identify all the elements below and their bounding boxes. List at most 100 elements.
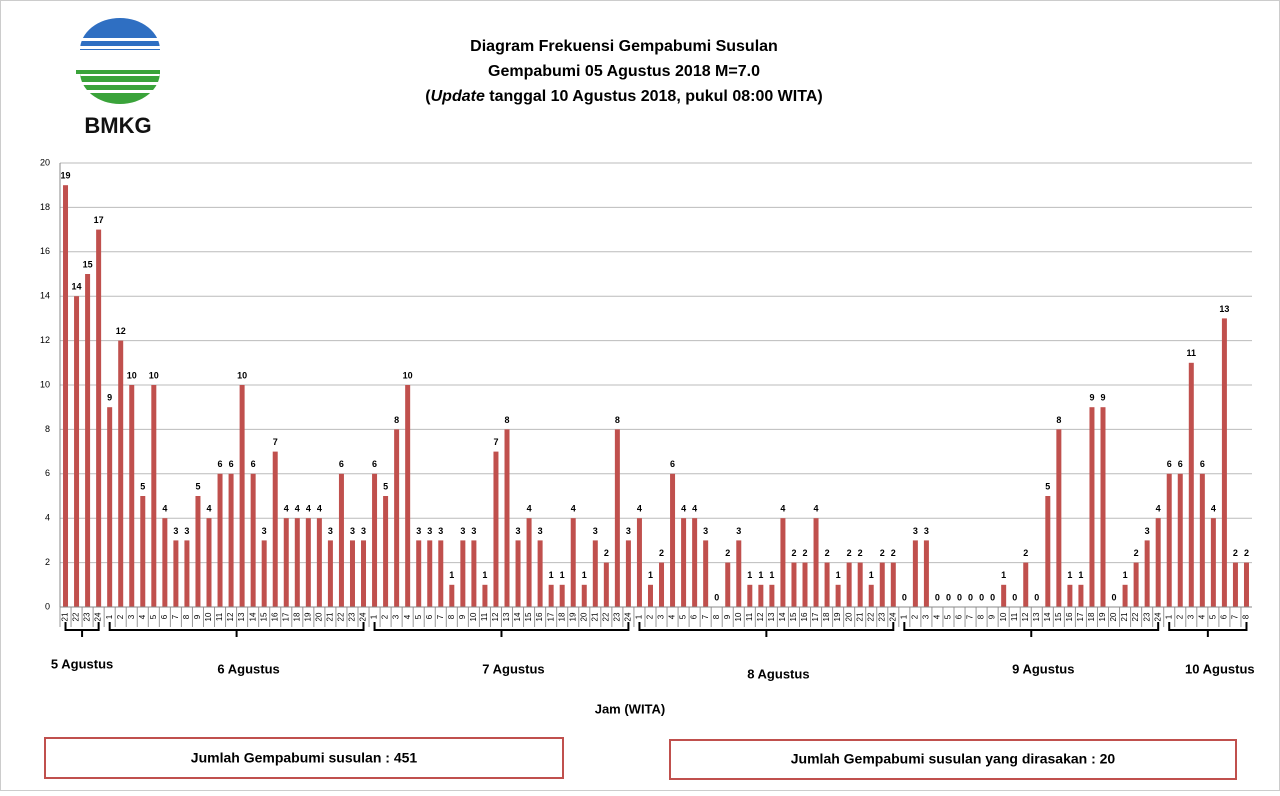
y-tick-label: 18 [40,202,50,212]
data-label: 8 [394,415,399,425]
x-tick-label: 19 [1098,612,1107,621]
x-tick-label: 15 [524,612,533,621]
x-tick-label: 19 [568,612,577,621]
x-tick-label: 8 [712,614,721,619]
data-label: 4 [681,504,686,514]
x-tick-label: 20 [314,612,323,621]
bar [1122,584,1128,607]
data-label: 0 [1112,592,1117,602]
bar [835,584,841,607]
data-label: 1 [758,570,763,580]
bar [890,562,896,607]
data-label: 7 [493,437,498,447]
x-tick-label: 2 [1175,614,1184,619]
data-label: 5 [383,481,388,491]
data-label: 5 [1045,481,1050,491]
data-label: 2 [880,548,885,558]
x-tick-label: 6 [160,614,169,619]
bar [769,584,775,607]
group-label: 5 Agustus [51,656,113,671]
x-tick-label: 12 [756,612,765,621]
bar [460,540,466,607]
data-label: 3 [262,526,267,536]
x-tick-label: 18 [557,612,566,621]
bar [206,518,212,607]
x-tick-label: 4 [138,614,147,619]
y-tick-label: 6 [45,468,50,478]
y-tick-label: 8 [45,424,50,434]
x-tick-label: 14 [248,612,257,621]
data-label: 3 [416,526,421,536]
x-tick-label: 11 [215,612,224,621]
annotation: Jumlah Gempabumi susulan yang dirasakan … [791,751,1116,767]
bar [791,562,797,607]
bar [96,229,102,607]
bar [493,451,499,607]
data-label: 4 [306,504,311,514]
x-tick-label: 18 [822,612,831,621]
bar [217,473,223,607]
x-tick-label: 6 [955,614,964,619]
bar [703,540,709,607]
data-label: 1 [1001,570,1006,580]
data-label: 2 [1134,548,1139,558]
x-tick-label: 1 [370,614,379,619]
bar [173,540,179,607]
x-tick-label: 4 [933,614,942,619]
group-label: 8 Agustus [747,666,809,681]
x-tick-label: 14 [1043,612,1052,621]
bar [228,473,234,607]
data-label: 9 [107,393,112,403]
data-label: 3 [913,526,918,536]
data-label: 3 [427,526,432,536]
x-tick-label: 3 [127,614,136,619]
data-label: 3 [538,526,543,536]
data-label: 4 [317,504,322,514]
data-label: 1 [769,570,774,580]
chart-subtitle: Gempabumi 05 Agustus 2018 M=7.0 [488,63,760,80]
data-label: 2 [891,548,896,558]
data-label: 6 [1167,459,1172,469]
data-label: 3 [350,526,355,536]
x-tick-label: 15 [259,612,268,621]
data-label: 4 [692,504,697,514]
bar [1067,584,1073,607]
bar [107,407,113,607]
x-tick-label: 12 [226,612,235,621]
x-tick-label: 9 [458,614,467,619]
x-tick-label: 13 [1032,612,1041,621]
x-tick-label: 11 [745,612,754,621]
x-tick-label: 1 [105,614,114,619]
data-label: 1 [560,570,565,580]
data-label: 1 [1067,570,1072,580]
bar [283,518,289,607]
data-label: 6 [229,459,234,469]
bar [747,584,753,607]
y-tick-label: 14 [40,291,50,301]
data-label: 1 [449,570,454,580]
bar [250,473,256,607]
bar [162,518,168,607]
bar [1210,518,1216,607]
bar [74,296,80,607]
data-label: 6 [372,459,377,469]
data-label: 4 [571,504,576,514]
bar [1023,562,1029,607]
data-label: 4 [1211,504,1216,514]
data-label: 15 [83,259,93,269]
x-tick-label: 22 [72,612,81,621]
group-label: 10 Agustus [1185,661,1255,676]
x-tick-label: 21 [1120,612,1129,621]
data-label: 2 [659,548,664,558]
x-tick-label: 11 [1010,612,1019,621]
bar [647,584,653,607]
bar [1243,562,1249,607]
x-tick-label: 21 [326,612,335,621]
x-tick-label: 23 [877,612,886,621]
data-label: 0 [946,592,951,602]
data-label: 11 [1187,348,1197,358]
data-label: 2 [725,548,730,558]
data-label: 5 [140,481,145,491]
bar [736,540,742,607]
x-tick-label: 8 [447,614,456,619]
